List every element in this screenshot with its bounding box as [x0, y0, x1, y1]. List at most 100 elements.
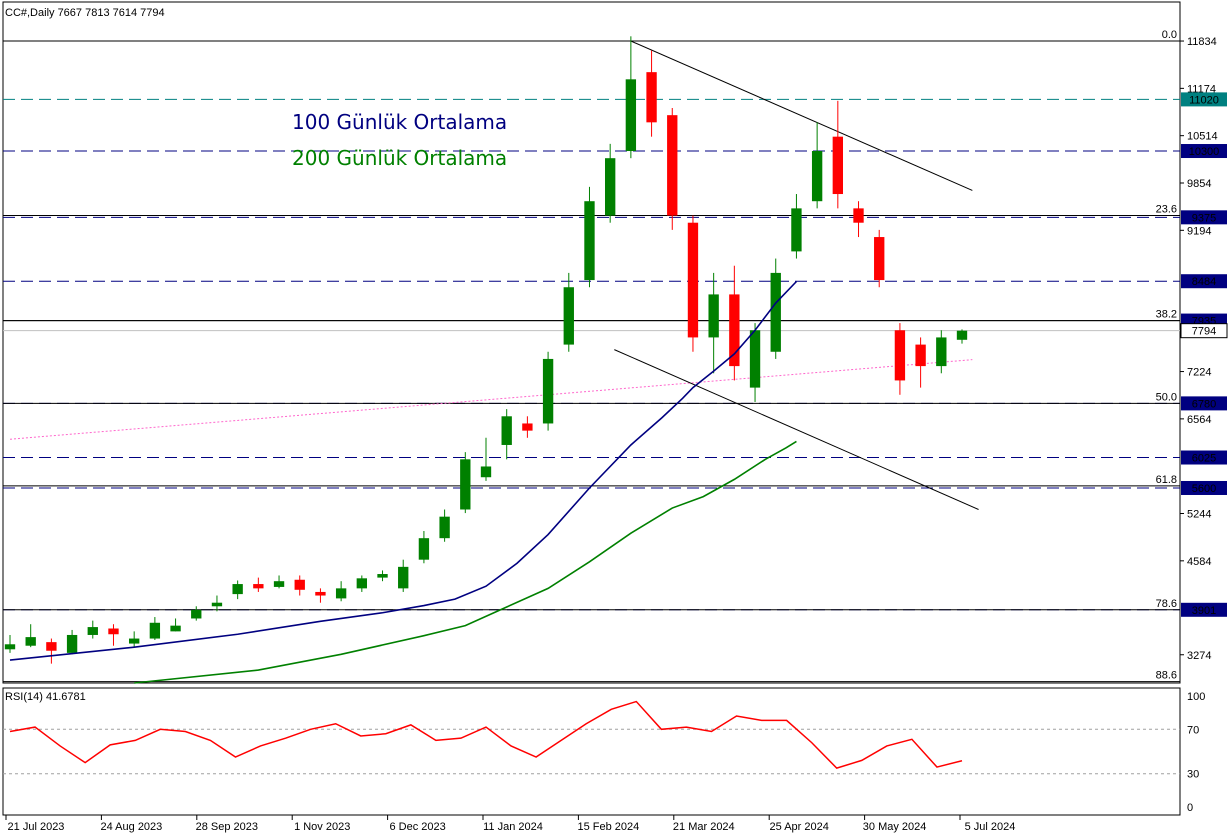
candle-body	[170, 625, 181, 632]
time-tick-label: 24 Aug 2023	[101, 821, 163, 833]
price-badge-bg	[1181, 450, 1227, 465]
candle-body	[4, 644, 16, 650]
time-tick-label: 11 Jan 2024	[483, 821, 543, 833]
time-tick-label: 15 Feb 2024	[578, 821, 640, 833]
price-badge-bg	[1181, 602, 1227, 617]
candle-body	[439, 516, 450, 539]
candle-body	[542, 358, 554, 424]
price-badge-bg	[1181, 396, 1227, 411]
fib-label-38.2: 38.2	[1156, 309, 1177, 321]
candle-body	[522, 423, 533, 431]
time-tick-label: 6 Dec 2023	[389, 821, 445, 833]
rsi-line	[9, 700, 963, 770]
fib-label-23.6: 23.6	[1156, 204, 1177, 216]
candle-body	[832, 136, 843, 195]
candle-body	[356, 578, 367, 589]
chart-frame	[2, 1, 1181, 816]
time-tick-label: 1 Nov 2023	[294, 821, 350, 833]
fibonacci-levels: 0.0 23.6 38.2 50.0 61.8 78.6 88.6	[3, 29, 1180, 683]
fib-label-50.0: 50.0	[1156, 391, 1177, 403]
candle-body	[108, 628, 119, 635]
candle-body	[232, 584, 243, 595]
time-tick-label: 21 Mar 2024	[673, 821, 735, 833]
time-tick-label: 5 Jul 2024	[965, 821, 1016, 833]
candle-body	[335, 588, 347, 599]
candle-body	[377, 574, 388, 578]
candle-body	[749, 330, 761, 388]
rsi-label: RSI(14) 41.6781	[5, 691, 86, 703]
moving-averages	[9, 280, 798, 684]
price-badge-8484: 8484	[1192, 276, 1216, 288]
candle-body	[294, 579, 305, 590]
rsi-tick-label: 100	[1187, 691, 1205, 703]
price-tick-label: 9194	[1187, 225, 1211, 237]
pink-dotted-line	[9, 359, 973, 440]
price-tick-label: 7224	[1187, 367, 1211, 379]
candle-body	[87, 627, 98, 635]
fib-label-61.8: 61.8	[1156, 474, 1177, 486]
candle-body	[273, 581, 285, 587]
candle-body	[667, 115, 678, 216]
price-badge-6780: 6780	[1192, 398, 1216, 410]
price-badge-3901: 3901	[1192, 605, 1216, 617]
candle-body	[646, 72, 657, 123]
candle-body	[398, 566, 409, 589]
time-axis: 21 Jul 2023 24 Aug 2023 28 Sep 2023 1 Nov 2…	[5, 815, 1016, 833]
candle-body	[191, 609, 202, 619]
price-tick-label: 10514	[1187, 131, 1218, 143]
candle-body	[418, 538, 430, 560]
candle-body	[729, 294, 740, 367]
candlesticks	[4, 36, 968, 664]
candle-body	[563, 287, 574, 345]
candle-body	[480, 466, 492, 478]
trendline-1	[614, 349, 979, 510]
price-badge-9375: 9375	[1192, 212, 1216, 224]
ma100-line	[9, 280, 798, 661]
rsi-tick-label: 30	[1187, 769, 1199, 781]
time-tick-label: 30 May 2024	[863, 821, 927, 833]
rsi-pane-border	[2, 687, 1181, 816]
candle-body	[770, 272, 781, 352]
candle-body	[936, 337, 947, 367]
ma200-line	[134, 440, 797, 684]
time-tick-label: 21 Jul 2023	[8, 821, 65, 833]
main-pane-border	[2, 1, 1181, 684]
candle-body	[687, 222, 699, 338]
price-tick-label: 9854	[1187, 178, 1211, 190]
fib-label-88.6: 88.6	[1156, 670, 1177, 682]
fib-label-0.0: 0.0	[1162, 29, 1177, 41]
current-price-badge: 7794	[1192, 326, 1216, 338]
price-axis: 11834 11174 10514 9854 9194 7224 6564 5244 4584 3…	[1180, 36, 1218, 662]
price-tick-label: 4584	[1187, 556, 1211, 568]
candle-body	[874, 237, 885, 281]
candle-body	[460, 459, 471, 510]
candle-body	[315, 591, 326, 596]
price-badge-11020: 11020	[1189, 94, 1219, 106]
candle-body	[211, 602, 223, 607]
rsi-panel: 100 70 30 0	[3, 691, 1205, 814]
price-badge-5600: 5600	[1192, 483, 1216, 495]
legend-ma100: 100 Günlük Ortalama	[292, 110, 507, 134]
candle-body	[708, 294, 719, 338]
candle-body	[46, 642, 57, 651]
time-tick-label: 28 Sep 2023	[196, 821, 258, 833]
price-badge-bg	[1181, 144, 1227, 159]
price-badge-6025: 6025	[1192, 453, 1216, 465]
price-badge-bg	[1181, 92, 1227, 107]
candle-body	[894, 330, 906, 381]
candle-body	[253, 584, 264, 589]
price-badge-bg	[1181, 274, 1227, 289]
price-tick-label: 5244	[1187, 509, 1211, 521]
rsi-tick-label: 70	[1187, 724, 1199, 736]
price-tick-label: 11174	[1187, 83, 1216, 95]
candle-body	[129, 638, 140, 644]
price-badges: 1102010300937584847935678060255600390177…	[1180, 92, 1228, 617]
price-tick-label: 6564	[1187, 414, 1211, 426]
candle-body	[149, 622, 161, 639]
fib-label-78.6: 78.6	[1156, 598, 1177, 610]
candle-body	[501, 416, 512, 445]
horizontal-levels	[3, 98, 1180, 611]
trendline-0	[630, 40, 973, 191]
rsi-tick-label: 0	[1187, 802, 1193, 814]
symbol-info: CC#,Daily 7667 7813 7614 7794	[5, 7, 165, 19]
